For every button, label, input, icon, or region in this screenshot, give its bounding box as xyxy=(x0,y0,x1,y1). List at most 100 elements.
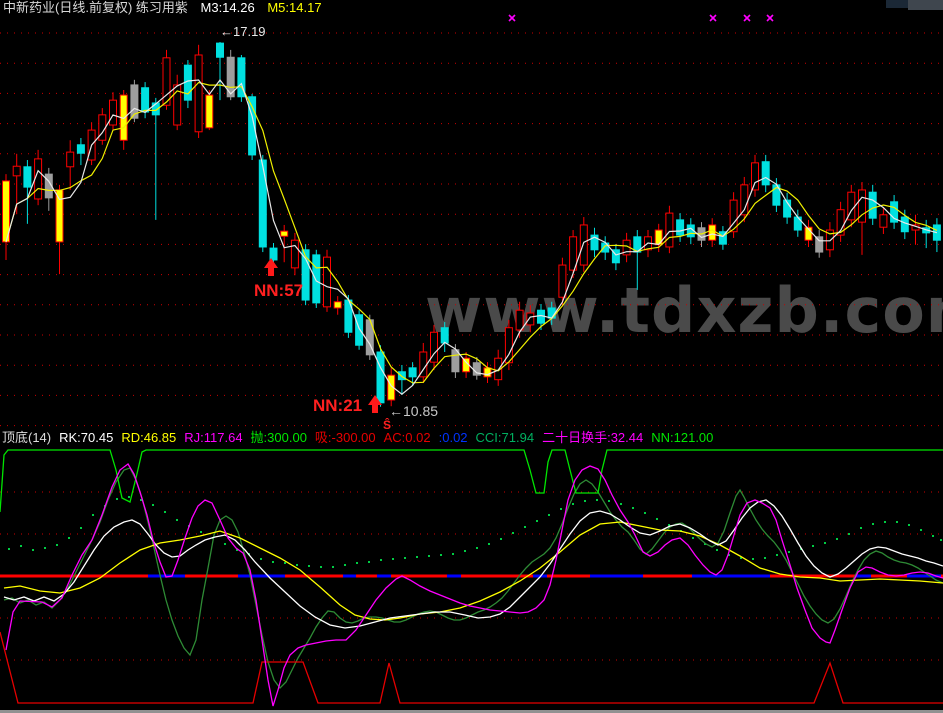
star-marker-icon xyxy=(743,14,751,22)
candle-body xyxy=(387,374,396,401)
candle-body xyxy=(216,42,224,58)
candle-body xyxy=(23,166,32,188)
candle-body xyxy=(408,367,417,378)
nn-dot-series xyxy=(8,496,942,568)
candle-body xyxy=(205,94,214,129)
candle-body xyxy=(141,87,150,113)
candle-body xyxy=(676,219,685,236)
candle-body xyxy=(900,216,909,233)
indicator-readout-item: CCI:71.94 xyxy=(475,430,535,445)
indicator-line-rk-white xyxy=(3,499,943,629)
candle-body xyxy=(579,224,588,266)
candle-body xyxy=(280,230,289,237)
candle-body xyxy=(76,144,85,154)
candle-body xyxy=(569,236,578,271)
price-annotation: NN:57 xyxy=(254,281,303,300)
ma3-readout: M3:14.26 xyxy=(200,0,255,15)
zero-line xyxy=(0,574,943,578)
candle-body xyxy=(783,199,792,218)
candle-body xyxy=(430,331,438,363)
candle-body xyxy=(611,249,620,264)
indicator-readout-item: :0.02 xyxy=(438,430,468,445)
candle-body xyxy=(708,224,717,241)
candle-body xyxy=(162,57,171,106)
indicator-readout-item: NN:121.00 xyxy=(651,430,714,445)
candle-body xyxy=(55,189,64,243)
indicator-header: 顶底(14) RK:70.45 RD:46.85 RJ:117.64 抛:300.00 吸… xyxy=(2,429,721,446)
candle-body xyxy=(269,247,278,261)
candle-body xyxy=(440,327,449,344)
price-annotation: Ŝ xyxy=(383,417,391,432)
candle-body xyxy=(590,234,599,251)
indicator-readout-item: 顶底(14) xyxy=(2,430,52,445)
candle-body xyxy=(451,349,460,373)
candle-body xyxy=(323,256,331,308)
candle-body xyxy=(729,199,738,233)
candle-body xyxy=(301,249,310,301)
price-annotation: ←17.19 xyxy=(220,24,266,39)
indicator-readout-item: RJ:117.64 xyxy=(184,430,243,445)
indicator-readout-item: RK:70.45 xyxy=(59,430,114,445)
candle-body xyxy=(879,214,888,228)
window-bottom-edge xyxy=(0,710,943,713)
candle-body xyxy=(258,159,267,248)
candle-body xyxy=(515,309,524,331)
indicator-readout-item: AC:0.02 xyxy=(383,430,431,445)
buy-signal-arrow-icon xyxy=(264,258,278,276)
candle-body xyxy=(44,173,53,199)
candle-body xyxy=(66,151,75,168)
candle-body xyxy=(12,165,21,177)
candle-body xyxy=(547,307,556,319)
candle-body xyxy=(504,327,513,364)
candle-body xyxy=(333,301,342,309)
candle-body xyxy=(751,162,759,191)
stock-title: 中新药业(日线.前复权) 练习用紫 xyxy=(3,0,188,15)
candle-body xyxy=(858,189,866,223)
candle-body xyxy=(248,96,257,156)
ma3-line xyxy=(5,79,938,395)
candle-body xyxy=(483,367,492,378)
candlestick-series xyxy=(2,42,941,407)
window-corner-decoration xyxy=(908,0,943,10)
price-annotation: NN:21 xyxy=(313,396,362,415)
indicator-line-rj-magenta xyxy=(5,463,943,707)
indicator-readout-item: 吸:-300.00 xyxy=(314,430,376,445)
ma5-line xyxy=(5,81,938,384)
indicator-line-pao-green xyxy=(0,449,943,513)
candle-body xyxy=(151,102,160,116)
candle-body xyxy=(718,231,727,245)
candle-body xyxy=(868,191,877,219)
buy-signal-arrow-icon xyxy=(368,395,382,413)
star-marker-icon xyxy=(709,14,717,22)
candle-body xyxy=(290,239,299,269)
candle-body xyxy=(825,229,834,251)
candle-body xyxy=(376,351,385,404)
candle-body xyxy=(226,56,235,98)
ma5-readout: M5:14.17 xyxy=(267,0,322,15)
indicator-line-rd-yellow xyxy=(3,521,943,621)
candle-body xyxy=(494,357,503,381)
indicator-readout-item: 二十日换手:32.44 xyxy=(542,430,644,445)
window-corner-decoration xyxy=(886,0,908,8)
indicator-readout-item: RD:46.85 xyxy=(121,430,177,445)
candle-body xyxy=(194,54,203,133)
candle-body xyxy=(130,84,139,119)
candle-body xyxy=(109,99,117,126)
candle-body xyxy=(665,212,674,248)
candle-body xyxy=(761,161,770,186)
chart-annotations xyxy=(264,14,774,413)
candle-body xyxy=(793,216,802,231)
candle-body xyxy=(526,312,535,326)
star-marker-icon xyxy=(508,14,516,22)
candle-body xyxy=(815,236,824,253)
candle-body xyxy=(312,254,321,304)
candle-body xyxy=(237,57,246,98)
candle-body xyxy=(654,229,663,246)
star-marker-icon xyxy=(766,14,774,22)
indicator-line-cci-darkgreen xyxy=(3,467,943,689)
indicator-readout-item: 抛:300.00 xyxy=(250,430,307,445)
price-annotation: ←10.85 xyxy=(389,403,438,419)
candle-body xyxy=(836,209,845,236)
